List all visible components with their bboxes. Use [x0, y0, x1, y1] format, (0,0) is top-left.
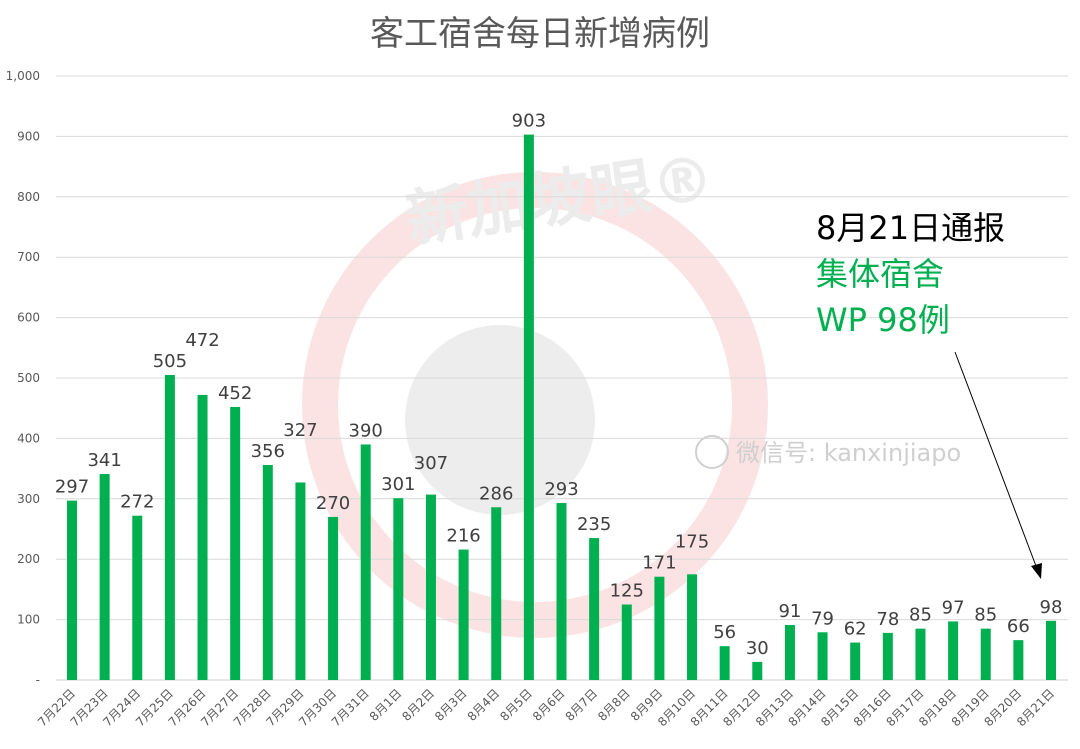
data-label: 235 [577, 514, 611, 535]
y-tick-label: 800 [17, 190, 40, 204]
x-tick-label: 8月8日 [595, 686, 633, 724]
annotation-line2: 集体宿舍 [816, 255, 945, 293]
data-label: 272 [120, 492, 154, 513]
bar [197, 394, 208, 680]
bar [621, 604, 632, 680]
data-label: 98 [1040, 597, 1063, 618]
watermark-wechat: 微信号: kanxinjiapo [736, 439, 961, 467]
bar [556, 503, 567, 680]
y-tick-label: 300 [17, 492, 40, 506]
bar [262, 464, 273, 680]
annotation-arrowhead [1031, 563, 1042, 579]
bar [295, 482, 306, 680]
data-label: 85 [909, 605, 932, 626]
x-tick-label: 8月5日 [497, 686, 535, 724]
annotation-line3: WP 98例 [816, 301, 950, 339]
x-tick-label: 8月4日 [465, 686, 503, 724]
y-tick-label: 200 [17, 552, 40, 566]
data-label: 175 [675, 532, 709, 553]
data-label: 472 [185, 330, 219, 351]
data-label: 505 [153, 351, 187, 372]
data-label: 293 [544, 479, 578, 500]
bar [491, 507, 502, 680]
bar [589, 538, 600, 680]
x-tick-label: 8月7日 [563, 686, 601, 724]
data-label: 307 [414, 453, 448, 474]
bar [915, 628, 926, 680]
data-label: 85 [974, 605, 997, 626]
x-tick-label: 8月2日 [399, 686, 437, 724]
data-label: 286 [479, 483, 513, 504]
bar [425, 494, 436, 680]
bar [458, 549, 469, 680]
bar [164, 374, 175, 680]
y-tick-label: 500 [17, 371, 40, 385]
y-tick-label: - [36, 673, 40, 687]
data-label: 30 [746, 638, 769, 659]
bar [784, 625, 795, 680]
bar [948, 621, 959, 680]
x-tick-label: 8月3日 [432, 686, 470, 724]
data-label: 270 [316, 493, 350, 514]
data-label: 327 [283, 420, 317, 441]
data-label: 78 [876, 609, 899, 630]
data-label: 79 [811, 608, 834, 629]
data-label: 390 [349, 420, 383, 441]
data-label: 56 [713, 622, 736, 643]
bar [1013, 640, 1024, 680]
bar [328, 516, 339, 680]
bar [654, 576, 665, 680]
y-tick-label: 700 [17, 250, 40, 264]
data-label: 66 [1007, 616, 1030, 637]
data-label: 356 [251, 441, 285, 462]
data-label: 97 [942, 597, 965, 618]
data-label: 62 [844, 619, 867, 640]
bar [99, 474, 110, 680]
bar [523, 134, 534, 680]
bar [719, 646, 730, 680]
y-tick-label: 900 [17, 129, 40, 143]
data-label: 903 [512, 111, 546, 132]
bar [850, 642, 861, 680]
bar [752, 661, 763, 680]
data-label: 91 [778, 601, 801, 622]
data-label: 125 [610, 581, 644, 602]
bar [980, 628, 991, 680]
watermark-center [405, 325, 595, 515]
bar [1046, 620, 1056, 680]
bar [360, 444, 371, 680]
data-label: 171 [642, 553, 676, 574]
x-tick-label: 8月1日 [367, 686, 405, 724]
data-label: 301 [381, 474, 415, 495]
y-tick-label: 1,000 [6, 69, 40, 83]
bar [67, 500, 77, 680]
y-tick-label: 600 [17, 311, 40, 325]
data-label: 216 [446, 526, 480, 547]
bar [132, 515, 143, 680]
bar [687, 574, 698, 680]
x-tick-label: 8月6日 [530, 686, 568, 724]
wechat-icon [695, 435, 729, 469]
data-label: 297 [55, 477, 89, 498]
annotation-line1: 8月21日通报 [816, 209, 1006, 247]
y-tick-label: 400 [17, 431, 40, 445]
bar [882, 632, 893, 680]
chart-title: 客工宿舍每日新增病例 [370, 14, 710, 54]
y-tick-label: 100 [17, 613, 40, 627]
data-label: 341 [87, 450, 121, 471]
bar [230, 406, 241, 680]
data-label: 452 [218, 383, 252, 404]
annotation-arrow-line [954, 351, 1037, 567]
bar [817, 632, 828, 680]
bar [393, 498, 404, 680]
